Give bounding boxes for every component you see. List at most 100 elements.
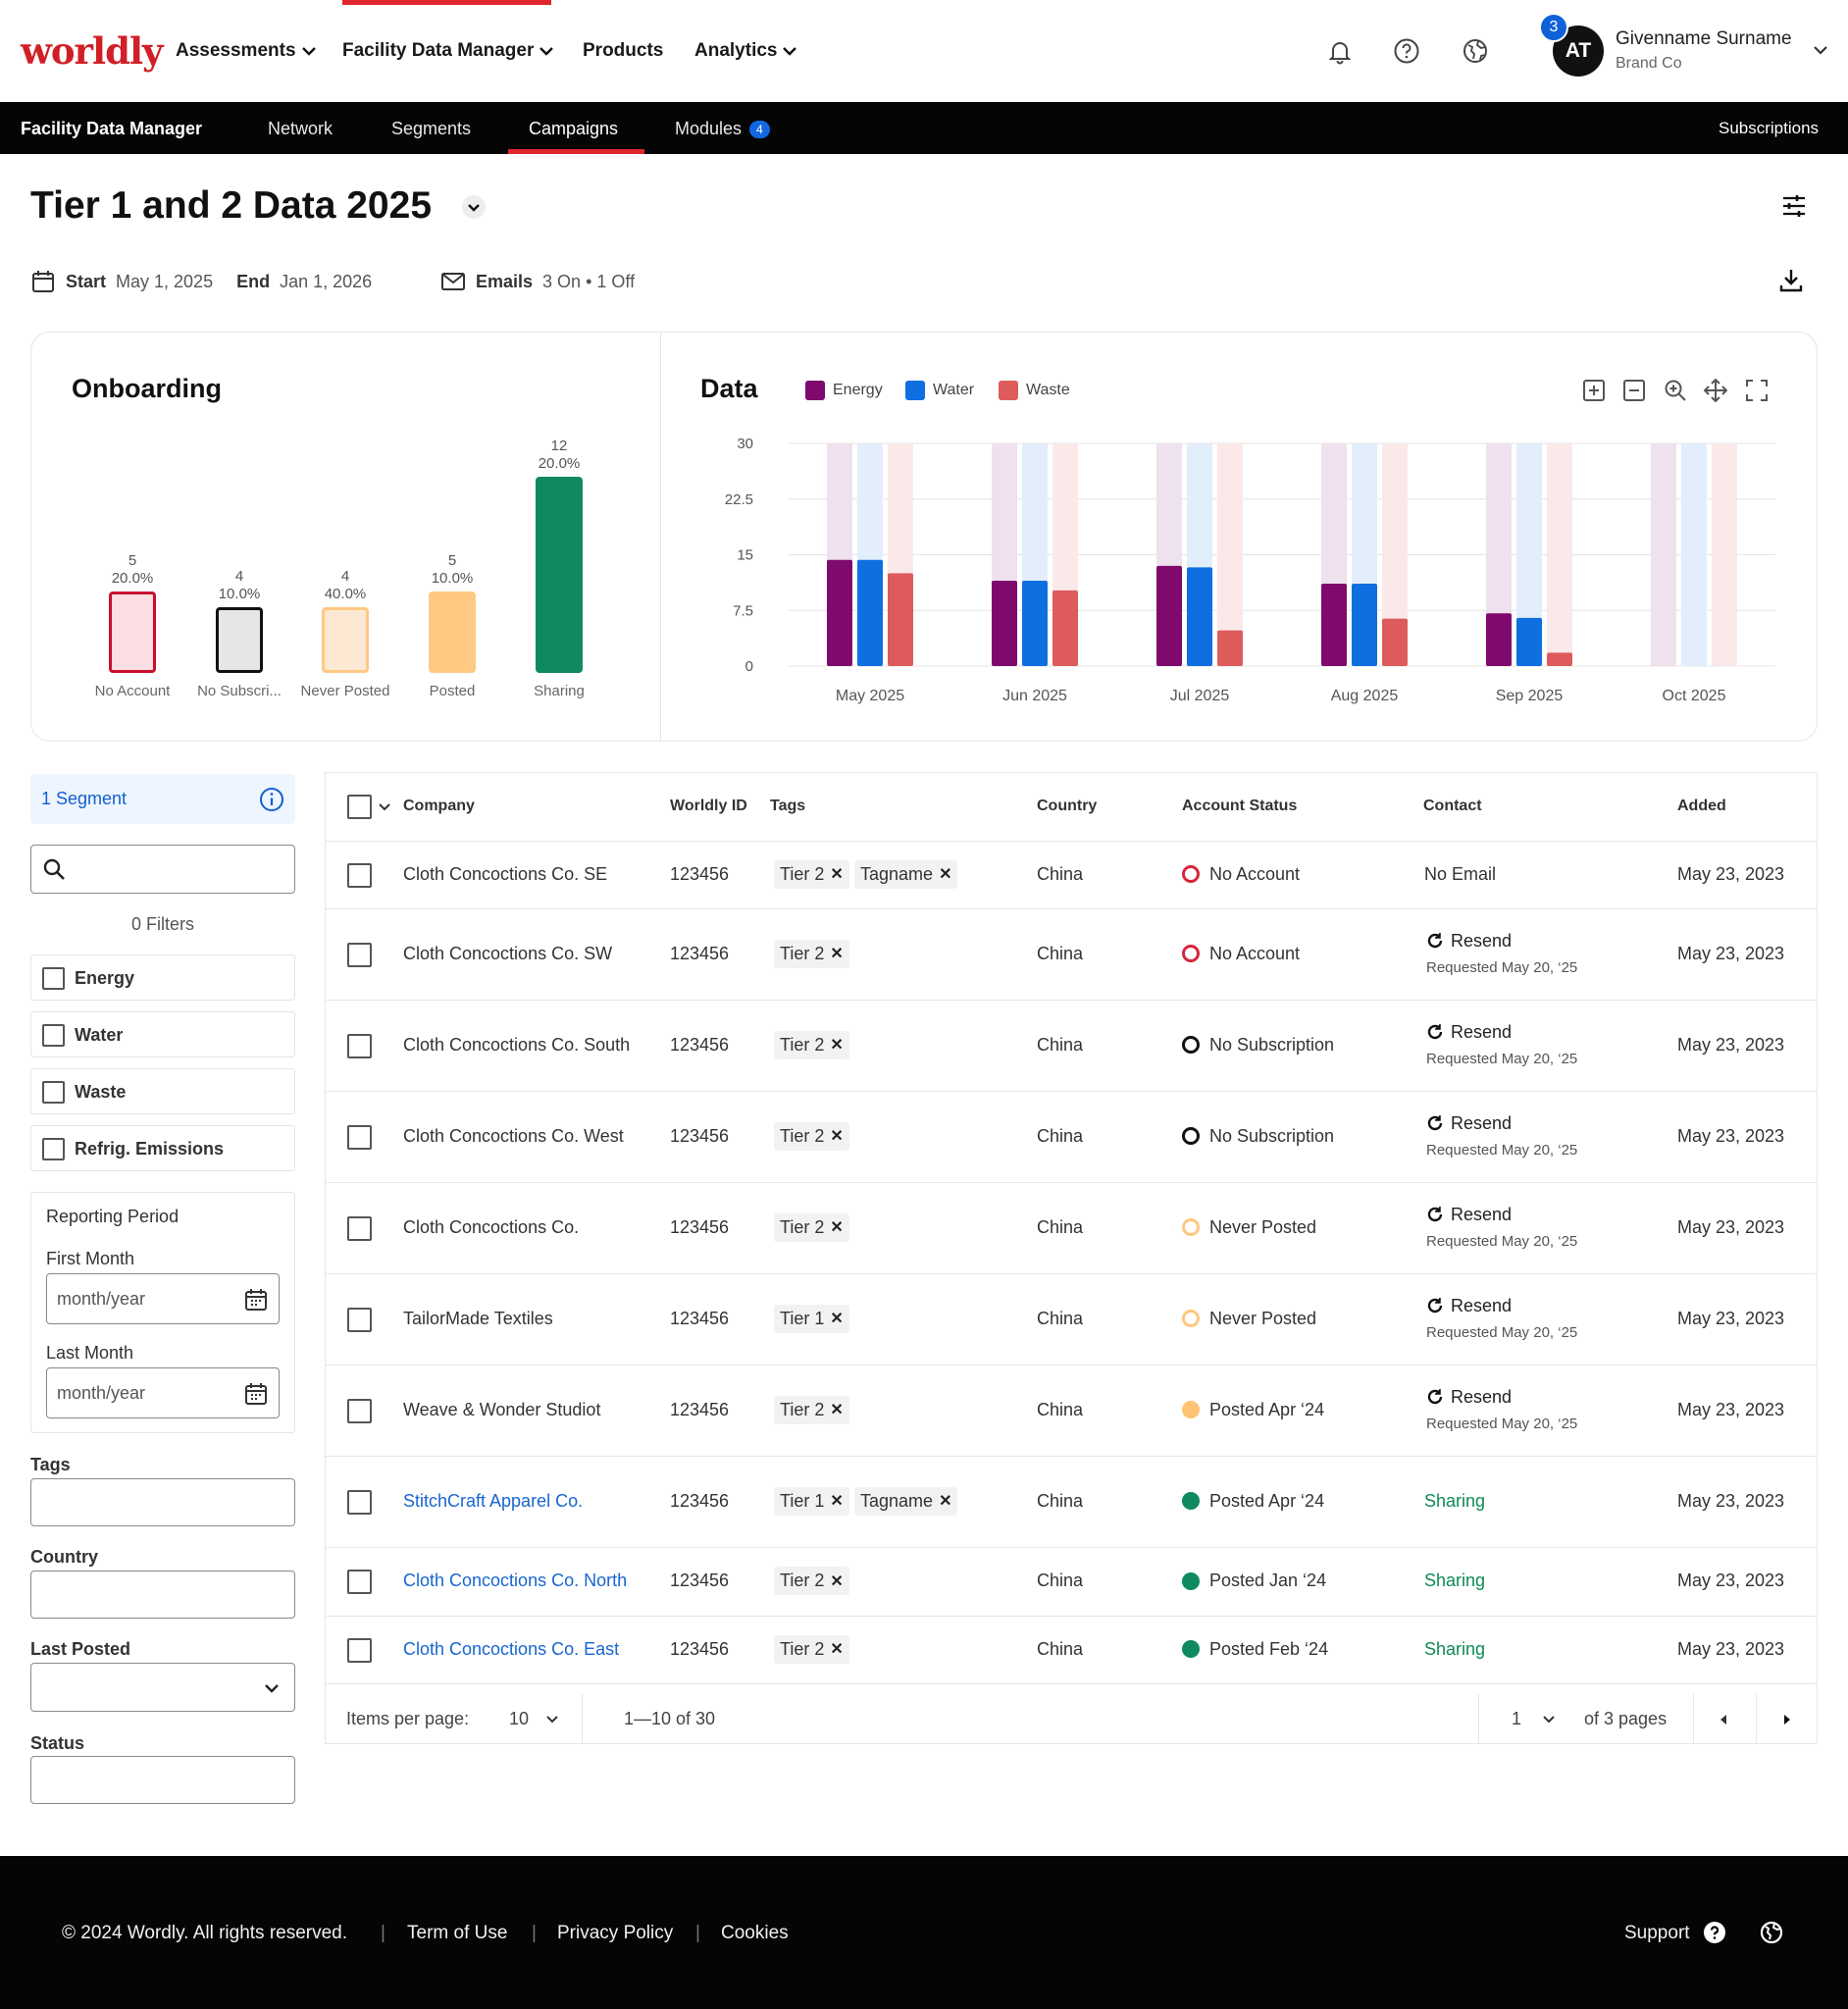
remove-tag-icon[interactable]: ✕	[830, 1493, 844, 1510]
next-page-button[interactable]	[1782, 1694, 1792, 1744]
remove-tag-icon[interactable]: ✕	[830, 1311, 844, 1327]
avatar[interactable]: AT	[1553, 26, 1604, 77]
onboarding-bar[interactable]	[536, 477, 583, 673]
cookies-link[interactable]: Cookies	[721, 1923, 789, 1943]
page-select[interactable]: 1	[1512, 1694, 1555, 1744]
col-added[interactable]: Added	[1677, 798, 1726, 814]
remove-tag-icon[interactable]: ✕	[830, 1219, 844, 1236]
status-input[interactable]	[30, 1756, 295, 1804]
remove-tag-icon[interactable]: ✕	[830, 1128, 844, 1145]
row-checkbox[interactable]	[347, 1033, 372, 1058]
download-icon[interactable]	[1777, 267, 1805, 294]
last-month-input[interactable]: month/year	[46, 1367, 280, 1418]
legend-water[interactable]: Water	[905, 381, 974, 400]
items-per-page-select[interactable]: 10	[509, 1694, 558, 1744]
emails-meta[interactable]: Emails 3 On • 1 Off	[440, 269, 635, 294]
select-all-checkbox[interactable]	[347, 795, 372, 819]
remove-tag-icon[interactable]: ✕	[830, 1402, 844, 1418]
onboarding-bar[interactable]	[429, 592, 476, 673]
fullscreen-icon[interactable]	[1745, 379, 1769, 402]
help-filled-icon[interactable]	[1703, 1921, 1726, 1944]
globe-icon[interactable]	[1461, 36, 1490, 66]
row-checkbox[interactable]	[347, 1489, 372, 1515]
pan-icon[interactable]	[1704, 379, 1727, 402]
resend-button[interactable]: Resend	[1426, 1296, 1512, 1316]
remove-tag-icon[interactable]: ✕	[830, 1037, 844, 1054]
remove-tag-icon[interactable]: ✕	[830, 866, 844, 883]
row-checkbox[interactable]	[347, 1124, 372, 1150]
checkbox[interactable]	[42, 967, 65, 990]
globe-icon[interactable]	[1760, 1921, 1783, 1944]
filter-energy[interactable]: Energy	[30, 954, 295, 1001]
nav-analytics[interactable]: Analytics	[694, 39, 797, 63]
onboarding-bar[interactable]	[216, 607, 263, 673]
nav-facility-data-manager[interactable]: Facility Data Manager	[342, 39, 554, 63]
checkbox[interactable]	[42, 1138, 65, 1160]
segment-selector[interactable]: 1 Segment	[30, 774, 295, 824]
zoom-in-box-icon[interactable]	[1582, 379, 1606, 402]
search-input[interactable]	[30, 845, 295, 894]
prev-page-button[interactable]	[1719, 1694, 1728, 1744]
row-checkbox[interactable]	[347, 1307, 372, 1332]
remove-tag-icon[interactable]: ✕	[830, 1641, 844, 1658]
subscriptions-link[interactable]: Subscriptions	[1719, 119, 1820, 137]
privacy-link[interactable]: Privacy Policy	[557, 1923, 674, 1943]
zoom-out-box-icon[interactable]	[1622, 379, 1646, 402]
last-posted-select[interactable]	[30, 1663, 295, 1712]
filter-waste[interactable]: Waste	[30, 1068, 295, 1114]
tab-network[interactable]: Network	[268, 119, 333, 139]
onboarding-bar[interactable]	[322, 607, 369, 673]
resend-button[interactable]: Resend	[1426, 931, 1512, 952]
legend-energy[interactable]: Energy	[805, 381, 883, 400]
tab-modules[interactable]: Modules 4	[675, 119, 770, 139]
nav-products[interactable]: Products	[583, 39, 663, 63]
help-icon[interactable]	[1392, 36, 1421, 66]
row-checkbox[interactable]	[347, 942, 372, 967]
terms-link[interactable]: Term of Use	[407, 1923, 508, 1943]
row-checkbox[interactable]	[347, 1570, 372, 1594]
resend-button[interactable]: Resend	[1426, 1022, 1512, 1043]
row-checkbox[interactable]	[347, 1398, 372, 1423]
user-name[interactable]: Givenname Surname	[1616, 28, 1792, 49]
resend-button[interactable]: Resend	[1426, 1113, 1512, 1134]
remove-tag-icon[interactable]: ✕	[830, 1572, 844, 1590]
support-link[interactable]: Support	[1624, 1923, 1690, 1943]
tags-input[interactable]	[30, 1478, 295, 1526]
checkbox[interactable]	[42, 1024, 65, 1047]
col-worldly-id[interactable]: Worldly ID	[670, 798, 747, 814]
info-icon[interactable]	[259, 787, 284, 812]
tab-campaigns[interactable]: Campaigns	[529, 119, 618, 139]
row-checkbox[interactable]	[347, 862, 372, 888]
remove-tag-icon[interactable]: ✕	[939, 1493, 952, 1510]
company-name[interactable]: Cloth Concoctions Co. North	[403, 1571, 628, 1590]
legend-waste[interactable]: Waste	[999, 381, 1070, 400]
calendar-icon[interactable]	[243, 1381, 269, 1407]
nav-assessments[interactable]: Assessments	[176, 39, 316, 63]
col-contact[interactable]: Contact	[1423, 798, 1482, 814]
tab-segments[interactable]: Segments	[391, 119, 471, 139]
settings-sliders-icon[interactable]	[1780, 192, 1808, 220]
onboarding-bar[interactable]	[109, 592, 156, 673]
bell-icon[interactable]	[1325, 36, 1355, 66]
col-company[interactable]: Company	[403, 798, 475, 814]
user-menu-chevron-icon[interactable]	[1814, 45, 1827, 55]
select-menu-chevron-icon[interactable]	[379, 802, 390, 811]
resend-button[interactable]: Resend	[1426, 1387, 1512, 1408]
campaign-switcher-button[interactable]	[462, 195, 486, 219]
remove-tag-icon[interactable]: ✕	[830, 946, 844, 962]
first-month-input[interactable]: month/year	[46, 1273, 280, 1324]
remove-tag-icon[interactable]: ✕	[939, 866, 952, 883]
country-input[interactable]	[30, 1571, 295, 1619]
checkbox[interactable]	[42, 1081, 65, 1104]
row-checkbox[interactable]	[347, 1637, 372, 1663]
company-name[interactable]: StitchCraft Apparel Co.	[403, 1490, 584, 1511]
row-checkbox[interactable]	[347, 1215, 372, 1241]
col-account-status[interactable]: Account Status	[1182, 798, 1298, 814]
calendar-icon[interactable]	[243, 1287, 269, 1313]
resend-button[interactable]: Resend	[1426, 1205, 1512, 1225]
worldly-logo[interactable]: worldly	[21, 29, 164, 73]
subnav-title[interactable]: Facility Data Manager	[21, 119, 203, 138]
filter-water[interactable]: Water	[30, 1011, 295, 1057]
filter-refrig-emissions[interactable]: Refrig. Emissions	[30, 1125, 295, 1171]
company-name[interactable]: Cloth Concoctions Co. East	[403, 1638, 620, 1659]
